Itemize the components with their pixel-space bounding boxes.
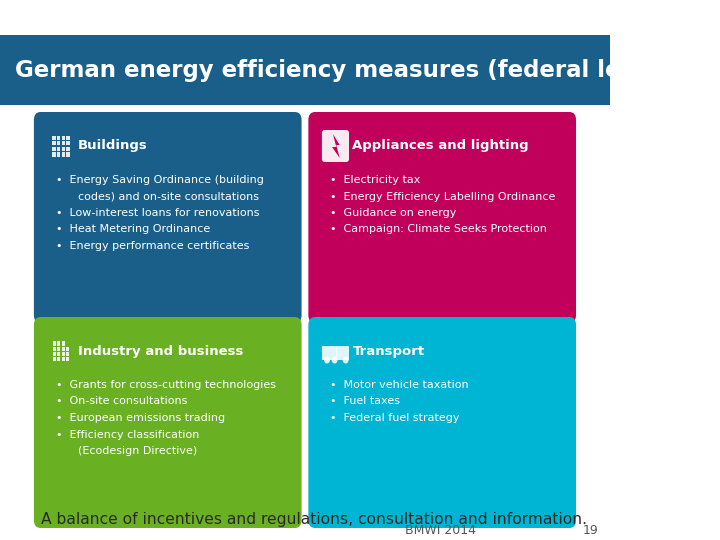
- Bar: [61, 347, 65, 350]
- Text: Buildings: Buildings: [78, 139, 148, 152]
- Text: Appliances and lighting: Appliances and lighting: [352, 139, 529, 152]
- FancyBboxPatch shape: [308, 317, 576, 528]
- Bar: [57, 147, 60, 151]
- Text: Transport: Transport: [352, 345, 425, 357]
- Text: BMWI 2014: BMWI 2014: [405, 524, 476, 537]
- Bar: [52, 136, 55, 140]
- Text: •  Federal fuel strategy: • Federal fuel strategy: [330, 413, 460, 423]
- FancyBboxPatch shape: [34, 112, 302, 323]
- Bar: [62, 141, 65, 145]
- Text: codes) and on-site consultations: codes) and on-site consultations: [64, 192, 259, 201]
- Text: •  Energy performance certificates: • Energy performance certificates: [56, 241, 249, 251]
- Text: •  Fuel taxes: • Fuel taxes: [330, 396, 400, 407]
- Bar: [66, 357, 69, 361]
- Bar: [57, 352, 60, 356]
- Text: •  On-site consultations: • On-site consultations: [56, 396, 187, 407]
- Bar: [53, 341, 55, 346]
- Bar: [66, 136, 70, 140]
- Text: Industry and business: Industry and business: [78, 345, 243, 357]
- Text: •  Grants for cross-cutting technologies: • Grants for cross-cutting technologies: [56, 380, 276, 390]
- Bar: [0, 35, 610, 105]
- Bar: [66, 141, 70, 145]
- Bar: [53, 347, 56, 350]
- Bar: [52, 147, 55, 151]
- Bar: [62, 147, 65, 151]
- Bar: [66, 352, 69, 356]
- Bar: [62, 152, 65, 157]
- Bar: [66, 152, 70, 157]
- Bar: [57, 141, 60, 145]
- Text: •  Electricity tax: • Electricity tax: [330, 175, 420, 185]
- Text: •  Campaign: Climate Seeks Protection: • Campaign: Climate Seeks Protection: [330, 225, 547, 234]
- Text: 19: 19: [582, 524, 598, 537]
- Bar: [61, 352, 65, 356]
- Text: German energy efficiency measures (federal level): German energy efficiency measures (feder…: [15, 58, 670, 82]
- Bar: [62, 136, 65, 140]
- Bar: [61, 357, 65, 361]
- Text: •  European emissions trading: • European emissions trading: [56, 413, 225, 423]
- Text: •  Heat Metering Ordinance: • Heat Metering Ordinance: [56, 225, 210, 234]
- Text: (Ecodesign Directive): (Ecodesign Directive): [64, 446, 197, 456]
- Circle shape: [324, 356, 330, 363]
- FancyBboxPatch shape: [308, 112, 576, 323]
- Bar: [57, 347, 60, 350]
- Bar: [52, 152, 55, 157]
- Circle shape: [343, 356, 348, 363]
- Circle shape: [332, 356, 338, 363]
- Bar: [53, 357, 56, 361]
- Polygon shape: [332, 134, 340, 158]
- Bar: [57, 357, 60, 361]
- FancyBboxPatch shape: [322, 130, 349, 162]
- Text: A balance of incentives and regulations, consultation and information.: A balance of incentives and regulations,…: [40, 512, 587, 527]
- Bar: [66, 147, 70, 151]
- FancyBboxPatch shape: [322, 346, 337, 360]
- FancyBboxPatch shape: [336, 346, 349, 360]
- Text: •  Motor vehicle taxation: • Motor vehicle taxation: [330, 380, 469, 390]
- Bar: [57, 152, 60, 157]
- Text: •  Low-interest loans for renovations: • Low-interest loans for renovations: [56, 208, 259, 218]
- Text: •  Efficiency classification: • Efficiency classification: [56, 429, 199, 440]
- Text: •  Energy Efficiency Labelling Ordinance: • Energy Efficiency Labelling Ordinance: [330, 192, 556, 201]
- Text: •  Energy Saving Ordinance (building: • Energy Saving Ordinance (building: [56, 175, 264, 185]
- Bar: [62, 341, 65, 346]
- FancyBboxPatch shape: [34, 317, 302, 528]
- Text: •  Guidance on energy: • Guidance on energy: [330, 208, 456, 218]
- Bar: [58, 341, 60, 346]
- Bar: [57, 136, 60, 140]
- Bar: [53, 352, 56, 356]
- Bar: [52, 141, 55, 145]
- Bar: [66, 347, 69, 350]
